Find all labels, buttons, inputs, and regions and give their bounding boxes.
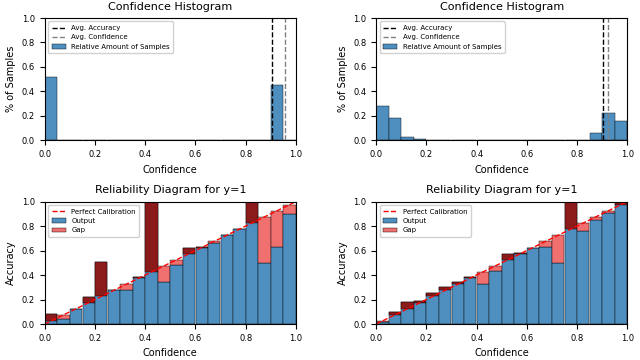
Bar xyxy=(527,248,540,324)
Legend: Perfect Calibration, Output, Gap: Perfect Calibration, Output, Gap xyxy=(48,205,140,237)
Bar xyxy=(401,137,413,140)
Y-axis label: % of Samples: % of Samples xyxy=(338,46,348,112)
Bar xyxy=(145,202,157,324)
Bar xyxy=(389,312,401,324)
Bar xyxy=(271,247,283,324)
Bar xyxy=(389,312,401,315)
Bar xyxy=(602,213,614,324)
Bar xyxy=(615,202,627,324)
Bar xyxy=(284,214,296,324)
Bar xyxy=(439,287,451,324)
Bar xyxy=(83,297,95,324)
Bar xyxy=(45,314,57,324)
Bar xyxy=(284,204,296,214)
Bar xyxy=(540,247,552,324)
Bar xyxy=(452,282,464,284)
Y-axis label: Accuracy: Accuracy xyxy=(6,240,16,285)
Legend: Perfect Calibration, Output, Gap: Perfect Calibration, Output, Gap xyxy=(380,205,470,237)
Bar xyxy=(577,231,589,324)
Bar xyxy=(183,248,195,254)
Legend: Avg. Accuracy, Avg. Confidence, Relative Amount of Samples: Avg. Accuracy, Avg. Confidence, Relative… xyxy=(380,22,505,53)
Bar xyxy=(208,243,220,324)
Bar xyxy=(58,315,70,319)
Bar xyxy=(183,248,195,324)
Bar xyxy=(552,263,564,324)
Bar xyxy=(502,254,514,260)
Bar xyxy=(389,118,401,140)
Bar xyxy=(489,266,502,271)
Bar xyxy=(464,278,476,324)
Bar xyxy=(414,301,426,302)
Bar xyxy=(120,284,132,290)
Bar xyxy=(170,260,183,265)
Bar xyxy=(426,293,439,324)
Bar xyxy=(246,202,258,324)
Title: Reliability Diagram for y=1: Reliability Diagram for y=1 xyxy=(95,185,246,195)
Bar xyxy=(132,278,145,324)
Bar xyxy=(208,242,220,243)
Bar xyxy=(58,319,70,324)
Bar xyxy=(540,242,552,247)
Bar xyxy=(45,314,57,321)
Bar xyxy=(515,253,527,324)
X-axis label: Confidence: Confidence xyxy=(143,348,198,358)
Bar xyxy=(259,263,271,324)
Bar xyxy=(376,321,388,324)
Bar xyxy=(489,271,502,324)
Title: Reliability Diagram for y=1: Reliability Diagram for y=1 xyxy=(426,185,577,195)
Bar xyxy=(602,211,614,213)
Bar xyxy=(477,284,489,324)
Bar xyxy=(259,217,271,263)
Bar xyxy=(589,133,602,140)
Bar xyxy=(589,217,602,220)
X-axis label: Confidence: Confidence xyxy=(143,165,198,175)
Bar xyxy=(615,202,627,204)
Bar xyxy=(196,247,208,248)
Bar xyxy=(615,121,627,140)
Bar xyxy=(83,297,95,302)
Bar xyxy=(515,253,527,254)
Bar xyxy=(577,223,589,231)
Bar xyxy=(414,139,426,140)
Bar xyxy=(145,202,157,272)
Bar xyxy=(95,262,108,297)
Bar xyxy=(158,266,170,282)
Bar xyxy=(170,265,183,324)
Y-axis label: % of Samples: % of Samples xyxy=(6,46,16,112)
Bar xyxy=(426,293,439,297)
Title: Confidence Histogram: Confidence Histogram xyxy=(440,2,564,12)
Bar xyxy=(502,254,514,324)
X-axis label: Confidence: Confidence xyxy=(474,348,529,358)
Bar xyxy=(233,229,246,324)
Bar xyxy=(246,202,258,223)
Bar xyxy=(401,302,413,324)
Bar xyxy=(452,282,464,324)
X-axis label: Confidence: Confidence xyxy=(474,165,529,175)
Bar xyxy=(70,309,83,324)
Bar xyxy=(271,211,283,247)
Bar xyxy=(221,235,233,324)
Bar xyxy=(439,287,451,290)
Bar xyxy=(120,290,132,324)
Bar xyxy=(564,202,577,229)
Bar xyxy=(477,272,489,284)
Bar xyxy=(376,106,388,140)
Bar xyxy=(552,235,564,263)
Bar xyxy=(45,77,57,140)
Bar xyxy=(602,113,614,140)
Title: Confidence Histogram: Confidence Histogram xyxy=(108,2,232,12)
Bar xyxy=(271,85,283,140)
Bar xyxy=(414,301,426,324)
Bar xyxy=(564,202,577,324)
Legend: Avg. Accuracy, Avg. Confidence, Relative Amount of Samples: Avg. Accuracy, Avg. Confidence, Relative… xyxy=(48,22,173,53)
Bar xyxy=(108,290,120,324)
Bar xyxy=(589,220,602,324)
Bar xyxy=(196,247,208,324)
Bar xyxy=(401,302,413,309)
Bar xyxy=(158,282,170,324)
Bar xyxy=(95,262,108,324)
Y-axis label: Accuracy: Accuracy xyxy=(338,240,348,285)
